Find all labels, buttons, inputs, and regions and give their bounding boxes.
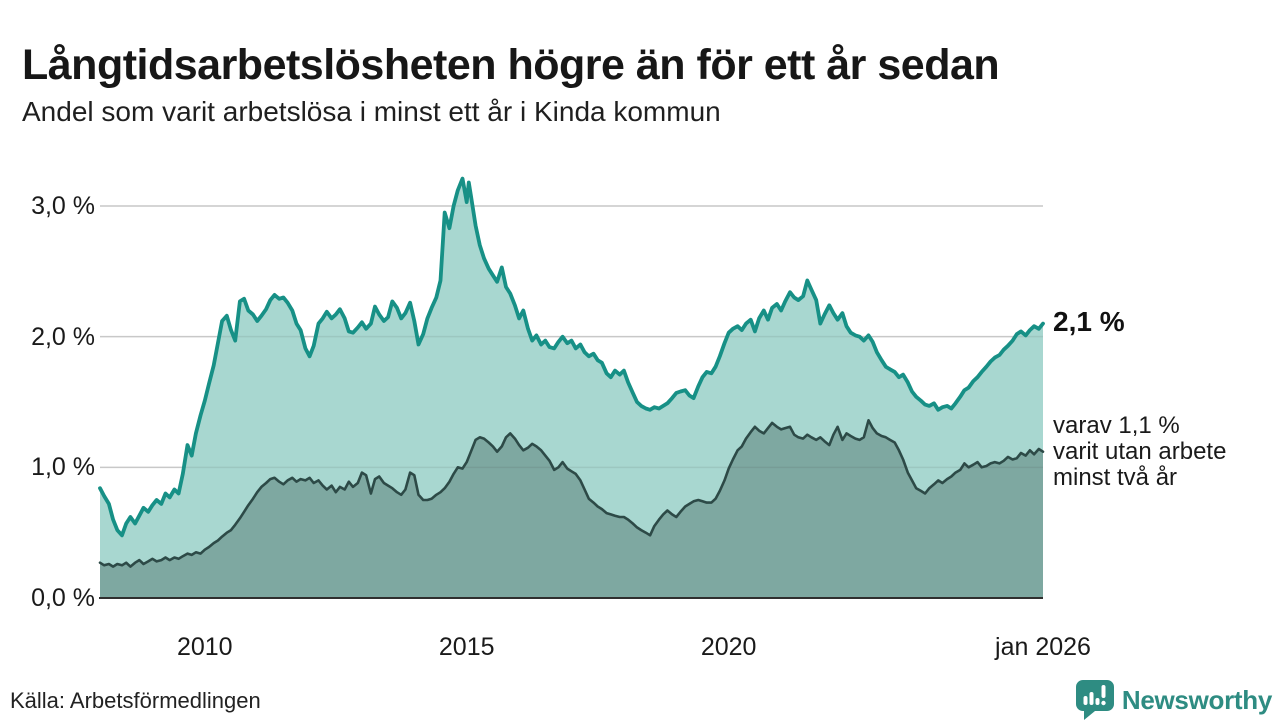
x-tick-label: 2010 — [176, 633, 233, 661]
annotation-line: varav 1,1 % — [1053, 411, 1180, 439]
latest-value-label: 2,1 % — [1053, 305, 1125, 337]
x-tick-label: 2015 — [438, 633, 495, 661]
newsworthy-logo: Newsworthy — [1075, 679, 1272, 721]
y-tick-label: 1,0 % — [31, 453, 95, 482]
newsworthy-chart-bubble-icon — [1075, 680, 1114, 720]
newsworthy-wordmark: Newsworthy — [1121, 684, 1272, 715]
line-minst-tva-ar — [98, 419, 1045, 568]
page-subtitle: Andel som varit arbetslösa i minst ett å… — [22, 96, 721, 127]
x-tick-label: jan 2026 — [995, 633, 1091, 661]
source-note: Källa: Arbetsförmedlingen — [10, 688, 261, 713]
annotation-line: varit utan arbete — [1053, 437, 1227, 465]
x-tick-label: 2020 — [700, 633, 757, 661]
y-tick-label: 2,0 % — [31, 322, 95, 351]
secondary-series-annotation: varav 1,1 % varit utan arbete minst två år — [1053, 411, 1227, 491]
area-minst-tva-ar — [100, 420, 1043, 598]
page-title: Långtidsarbetslösheten högre än för ett … — [22, 40, 1000, 89]
y-tick-label: 0,0 % — [31, 584, 95, 612]
annotation-line: minst två år — [1053, 463, 1178, 491]
y-tick-label: 3,0 % — [31, 192, 95, 220]
line-minst-ett-ar — [98, 176, 1045, 538]
